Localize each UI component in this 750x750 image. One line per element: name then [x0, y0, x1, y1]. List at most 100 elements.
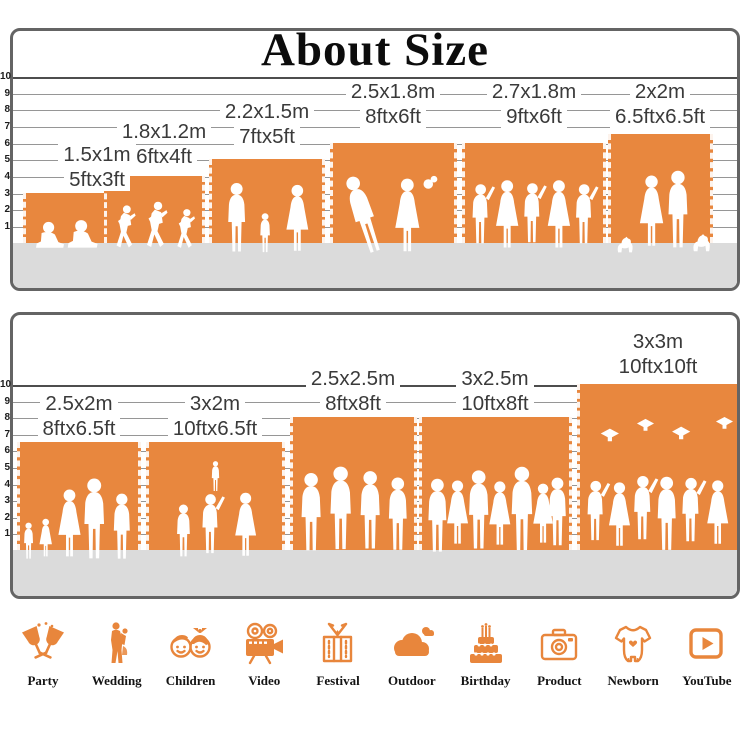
scale-tick: 9: [4, 396, 10, 407]
category-label: Party: [27, 673, 59, 688]
size-block: [146, 442, 285, 556]
gift-box-icon: [322, 622, 353, 663]
size-imperial: 9ftx6ft: [501, 105, 567, 128]
size-imperial: 8ftx6.5ft: [37, 417, 121, 440]
scale-tick: 5: [4, 154, 10, 165]
category-children: Children: [156, 620, 226, 689]
parents-lifting-child-silhouette: [177, 460, 257, 556]
panel-large-canvas: 2.5x2m 8ftx6.5ft 3x2m 10ftx6.5ft 2.5x2.5…: [13, 315, 737, 596]
size-imperial: 6.5ftx6.5ft: [609, 105, 711, 128]
size-imperial: 5ftx3ft: [64, 168, 130, 191]
size-metric: 2.2x1.5m: [219, 100, 315, 123]
page-title: About Size: [260, 31, 490, 76]
size-metric: 3x3m: [627, 330, 689, 353]
scale-tick: 3: [4, 495, 10, 506]
size-imperial: 7ftx5ft: [234, 125, 300, 148]
category-party: Party: [8, 620, 78, 689]
size-metric: 1.5x1m: [58, 143, 136, 166]
size-block: [209, 159, 325, 253]
size-metric: 1.8x1.2m: [116, 120, 212, 143]
size-label: 1.8x1.2m 6ftx4ft: [69, 119, 259, 169]
scale-tick: 6: [4, 138, 10, 149]
size-block: [290, 417, 417, 551]
size-label: 3x2m 10ftx6.5ft: [120, 391, 310, 441]
panel-small-sizes: About Size 1.5x1m 5ftx3ft 1.8x1.2m 6ftx4…: [10, 28, 740, 291]
scale-tick: 1: [4, 221, 10, 232]
category-festival: Festival: [303, 620, 373, 689]
category-outdoor: Outdoor: [377, 620, 447, 689]
birthday-cake-icon: [469, 623, 502, 663]
gridline: [13, 77, 737, 79]
scale-tick: 9: [4, 88, 10, 99]
scale-tick: 8: [4, 412, 10, 423]
category-label: Wedding: [91, 673, 142, 688]
standing-men-silhouette: [301, 466, 407, 551]
size-metric: 2.5x2.5m: [305, 367, 401, 390]
category-product: Product: [524, 620, 594, 689]
size-label: 3x2.5m 10ftx8ft: [400, 366, 590, 416]
size-metric: 2.5x1.8m: [345, 80, 441, 103]
category-birthday: Birthday: [451, 620, 521, 689]
baby-onesie-icon: [614, 625, 652, 663]
category-label: Video: [248, 673, 281, 688]
category-label: Festival: [316, 673, 360, 688]
family-group-silhouette: [24, 478, 130, 559]
graduation-crowd-silhouette: [587, 416, 734, 550]
category-video: Video: [229, 620, 299, 689]
couple-with-dogs-silhouette: [617, 170, 710, 253]
size-imperial: 10ftx6.5ft: [167, 417, 263, 440]
size-label: 1.5x1m 5ftx3ft: [13, 142, 192, 192]
scale-tick: 7: [4, 429, 10, 440]
category-label: Newborn: [607, 673, 659, 688]
size-block: [577, 384, 737, 550]
size-metric: 3x2m: [184, 392, 246, 415]
wedding-couple-silhouette: [341, 173, 438, 254]
size-block: [330, 143, 457, 254]
category-label: Birthday: [460, 673, 511, 688]
ground-strip: [13, 243, 737, 288]
size-block: [462, 143, 606, 248]
scale-tick: 10: [0, 71, 12, 82]
size-block: [608, 134, 713, 253]
ground-strip: [13, 550, 737, 596]
size-metric: 2.7x1.8m: [486, 80, 582, 103]
size-imperial: 8ftx6ft: [360, 105, 426, 128]
party-dancers-silhouette: [472, 180, 599, 248]
size-imperial: 10ftx8ft: [456, 392, 534, 415]
size-metric: 2x2m: [629, 80, 691, 103]
category-row: Party Wedding Children: [8, 620, 742, 689]
size-label: 3x3m 10ftx10ft: [563, 329, 737, 379]
size-label: 2.5x2m 8ftx6.5ft: [13, 391, 174, 441]
size-label: 2.5x1.8m 8ftx6ft: [298, 79, 488, 129]
panel-small-canvas: About Size 1.5x1m 5ftx3ft 1.8x1.2m 6ftx4…: [13, 31, 737, 288]
size-label: 2x2m 6.5ftx6.5ft: [565, 79, 737, 129]
category-youtube: YouTube: [672, 620, 742, 689]
category-wedding: Wedding: [82, 620, 152, 689]
family-walking-silhouette: [228, 183, 309, 253]
kids-reading-silhouette: [36, 220, 98, 248]
scale-tick: 6: [4, 445, 10, 456]
category-label: Product: [537, 673, 582, 688]
scale-tick: 8: [4, 104, 10, 115]
children-faces-icon: [169, 628, 211, 658]
scale-tick: 10: [0, 379, 12, 390]
category-newborn: Newborn: [598, 620, 668, 689]
scale-tick: 7: [4, 121, 10, 132]
size-imperial: 10ftx10ft: [613, 355, 703, 378]
panel-large-sizes: 2.5x2m 8ftx6.5ft 3x2m 10ftx6.5ft 2.5x2.5…: [10, 312, 740, 599]
scale-tick: 1: [4, 528, 10, 539]
scale-tick: 3: [4, 188, 10, 199]
cloud-icon: [393, 627, 434, 656]
size-block: [17, 442, 141, 559]
scale-tick: 4: [4, 479, 10, 490]
party-glasses-icon: [21, 622, 65, 659]
size-label: 2.5x2.5m 8ftx8ft: [258, 366, 448, 416]
size-block: [23, 193, 111, 248]
size-block: [419, 417, 572, 552]
size-label: 2.7x1.8m 9ftx6ft: [439, 79, 629, 129]
category-label: YouTube: [682, 673, 732, 688]
size-metric: 2.5x2m: [40, 392, 118, 415]
size-label: 2.2x1.5m 7ftx5ft: [172, 99, 362, 149]
size-imperial: 8ftx8ft: [320, 392, 386, 415]
